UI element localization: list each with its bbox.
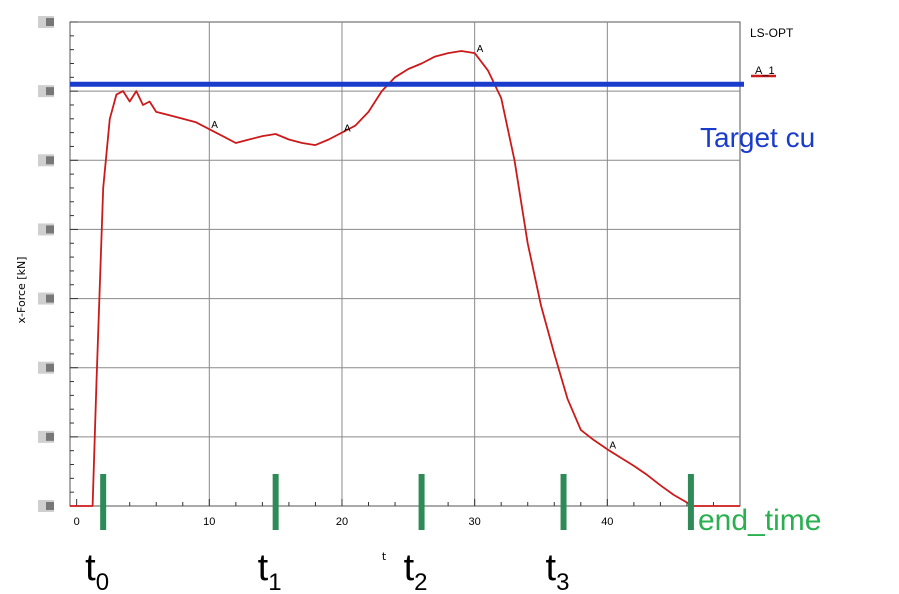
time-label-sub: 2 [414, 569, 427, 594]
y-tick-label-block [46, 502, 54, 510]
point-marker-label: A [344, 124, 351, 135]
target-layer: Target cu [70, 81, 815, 153]
point-marker-label: A [609, 440, 616, 451]
x-tick-label: 30 [469, 516, 481, 528]
legend: LS-OPT A_1 [750, 26, 794, 78]
x-axis-title: t [382, 550, 387, 563]
point-markers: A A A A [211, 44, 616, 451]
x-tick-labels: 0 10 20 30 40 [74, 516, 614, 528]
time-label-t3: t3 [546, 547, 570, 594]
y-tick-label-block [46, 225, 54, 234]
x-tick-label: 40 [601, 516, 613, 528]
legend-entry-a-1: A_1 [755, 65, 775, 77]
time-marker-t3 [560, 474, 567, 530]
y-tick-label-block [46, 363, 54, 372]
end-time-marker [687, 474, 694, 530]
time-label-sub: 0 [96, 569, 109, 594]
y-tick-label-block [46, 156, 54, 165]
y-axis-title: x-Force [kN] [15, 257, 28, 324]
time-label-t0: t0 [85, 547, 109, 594]
end-time-label: end_time [698, 504, 821, 537]
point-marker-label: A [477, 44, 484, 55]
time-label-t1: t1 [258, 547, 282, 594]
time-label-sub: 1 [268, 569, 281, 594]
plot-frame [69, 21, 741, 507]
point-marker-label: A [211, 120, 218, 131]
legend-title: LS-OPT [750, 26, 794, 40]
y-tick-label-block [46, 432, 54, 441]
time-marker-t1 [272, 474, 279, 530]
plot-border [69, 21, 741, 507]
x-tick-label: 20 [336, 516, 348, 528]
grid [70, 22, 740, 506]
target-label: Target cu [700, 122, 815, 153]
y-tick-label-block [46, 87, 54, 96]
y-tick-marks [38, 16, 78, 512]
series-line-0 [70, 50, 740, 507]
time-label-t2: t2 [404, 547, 428, 594]
y-tick-label-block [46, 18, 54, 26]
time-marker-t0 [100, 474, 107, 530]
time-marker-t2 [418, 474, 425, 530]
y-tick-label-block [46, 294, 54, 303]
x-tick-label: 10 [203, 516, 215, 528]
time-label-sub: 3 [556, 569, 569, 594]
x-tick-label: 0 [74, 516, 80, 528]
series-layer [70, 50, 740, 507]
